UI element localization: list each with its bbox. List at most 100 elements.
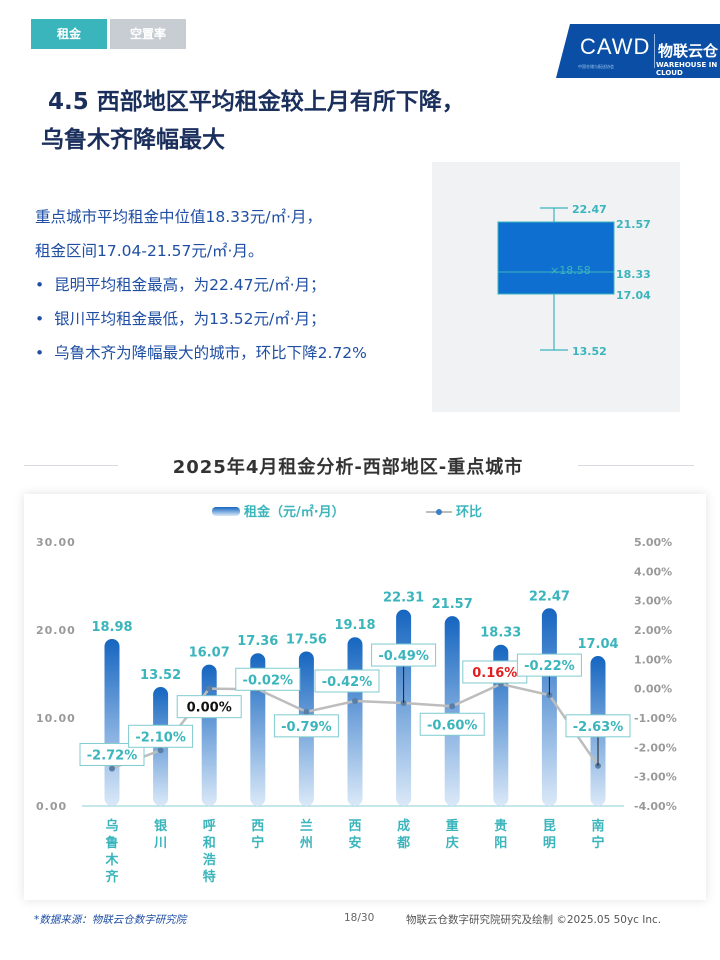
- category-label: 宁: [251, 835, 264, 851]
- boxplot-panel: 22.47 21.57 ×18.58 18.33 17.04 13.52: [432, 162, 680, 412]
- boxplot-min-label: 13.52: [572, 345, 607, 358]
- chart-panel: 租金（元/㎡·月） 环比 30.00 20.00 10.00 0.00 5.00% 4.0…: [24, 494, 706, 900]
- category-label: 贵: [494, 818, 507, 834]
- right-axis-tick-label: 2.00%: [634, 624, 672, 637]
- mom-value-label: -0.42%: [322, 675, 373, 690]
- mom-point: [206, 685, 213, 692]
- rent-bar: [347, 637, 363, 806]
- section-divider-left: [24, 465, 120, 466]
- boxplot-median-label: 18.33: [616, 268, 651, 281]
- mom-value-label: -0.22%: [524, 659, 575, 674]
- category-label: 西: [348, 819, 361, 834]
- mom-value-label: -0.79%: [281, 720, 332, 735]
- category-label: 川: [153, 836, 167, 851]
- summary-line1: 重点城市平均租金中位值18.33元/㎡·月，: [35, 208, 323, 226]
- rent-value-label: 18.98: [91, 620, 132, 635]
- logo-cn-name: 物联云仓: [658, 42, 719, 60]
- page-number: 18/30: [344, 912, 375, 924]
- boxplot-chart: 22.47 21.57 ×18.58 18.33 17.04 13.52: [497, 203, 651, 358]
- right-axis-tick-label: 5.00%: [634, 536, 672, 549]
- right-axis-tick-label: 3.00%: [634, 595, 672, 608]
- mom-label-box: [314, 669, 380, 693]
- category-label: 州: [299, 836, 313, 851]
- legend-rent-label: 租金（元/㎡·月）: [244, 504, 345, 520]
- rent-bar: [541, 608, 557, 806]
- rent-bar: [396, 609, 412, 806]
- tab-rent[interactable]: 租金: [31, 19, 107, 49]
- rent-bar: [104, 638, 120, 806]
- mom-point: [595, 762, 601, 769]
- boxplot-box: [497, 221, 615, 295]
- category-label: 成: [397, 818, 410, 834]
- mom-label-box: [176, 695, 242, 719]
- category-label: 庆: [445, 835, 459, 851]
- category-label: 齐: [105, 869, 119, 885]
- tab-vacancy-rate[interactable]: 空置率: [110, 19, 186, 49]
- rent-value-label: 22.47: [529, 589, 570, 604]
- data-source-note: *数据来源：物联云仓数字研究院: [34, 914, 187, 926]
- section-title: 2025年4月租金分析-西部地区-重点城市: [118, 450, 578, 486]
- rent-bar: [444, 616, 460, 806]
- category-label: 西: [251, 819, 264, 834]
- mom-point: [157, 747, 164, 754]
- boxplot-max-label: 22.47: [572, 203, 607, 216]
- category-label: 特: [203, 869, 216, 885]
- boxplot-q3-label: 21.57: [616, 218, 651, 231]
- rent-value-label: 17.04: [577, 637, 618, 652]
- logo-en-name: WAREHOUSE IN CLOUD: [656, 61, 718, 77]
- copyright-note: 物联云仓数字研究院研究及绘制 ©2025.05 50yc Inc.: [406, 914, 662, 926]
- rent-value-label: 21.57: [432, 597, 473, 612]
- category-label: 南: [591, 818, 604, 834]
- chart-legend: 租金（元/㎡·月） 环比: [212, 504, 482, 520]
- left-axis-tick-label: 20.00: [36, 624, 76, 637]
- right-axis-tick-label: -4.00%: [634, 800, 677, 813]
- category-label: 浩: [203, 852, 216, 868]
- right-axis-tick-label: 1.00%: [634, 653, 672, 666]
- category-label: 安: [348, 835, 361, 851]
- boxplot-q1-label: 17.04: [616, 289, 651, 302]
- logo-divider: [654, 34, 655, 68]
- summary-bullet: 银川平均租金最低，为13.52元/㎡·月；: [35, 307, 326, 329]
- rent-value-label: 18.33: [480, 626, 521, 641]
- legend-mom-dot: [436, 509, 442, 515]
- rent-value-label: 16.07: [189, 646, 230, 661]
- page-title-line1: 4.5 西部地区平均租金较上月有所下降，: [48, 89, 465, 115]
- mom-label-box: [371, 643, 437, 667]
- category-label: 兰: [300, 818, 313, 834]
- rent-value-label: 22.31: [383, 591, 424, 606]
- mom-label-box: [419, 712, 485, 736]
- category-label: 阳: [494, 836, 507, 851]
- mom-value-label: -2.63%: [573, 720, 624, 735]
- mom-point: [303, 708, 310, 715]
- rent-value-label: 17.56: [286, 632, 327, 647]
- summary-bullet: 昆明平均租金最高，为22.47元/㎡·月；: [35, 273, 326, 295]
- right-axis-tick-label: 0.00%: [634, 683, 672, 696]
- category-label: 昆: [543, 818, 556, 834]
- category-label: 鲁: [105, 835, 118, 851]
- logo-brand: CAWD: [580, 34, 651, 59]
- logo-subtitle: 中国仓储与配送协会: [578, 64, 614, 69]
- mom-point: [449, 703, 456, 710]
- left-axis-tick-label: 30.00: [36, 536, 76, 549]
- cawd-logo: CAWD 中国仓储与配送协会 物联云仓 WAREHOUSE IN CLOUD: [556, 24, 720, 78]
- summary-line2: 租金区间17.04-21.57元/㎡·月。: [35, 242, 264, 260]
- mom-value-label: 0.00%: [187, 701, 232, 716]
- rent-value-label: 19.18: [334, 618, 375, 633]
- mom-label-box: [79, 742, 145, 766]
- right-axis-tick-label: -1.00%: [634, 712, 677, 725]
- category-label: 明: [543, 836, 556, 851]
- category-label: 乌: [105, 818, 118, 834]
- mom-label-box: [128, 724, 194, 748]
- category-label: 都: [396, 835, 410, 851]
- legend-rent-swatch: [212, 507, 240, 516]
- right-axis-tick-label: -2.00%: [634, 741, 677, 754]
- legend-mom-label: 环比: [456, 504, 482, 520]
- mom-label-box: [516, 653, 582, 677]
- page-title-line2: 乌鲁木齐降幅最大: [41, 127, 225, 153]
- right-axis-tick-label: 4.00%: [634, 565, 672, 578]
- rent-value-label: 17.36: [237, 634, 278, 649]
- rent-value-label: 13.52: [140, 668, 181, 683]
- left-axis-tick-label: 0.00: [36, 800, 67, 813]
- category-label: 银: [154, 818, 168, 834]
- mom-label-box: [235, 667, 301, 691]
